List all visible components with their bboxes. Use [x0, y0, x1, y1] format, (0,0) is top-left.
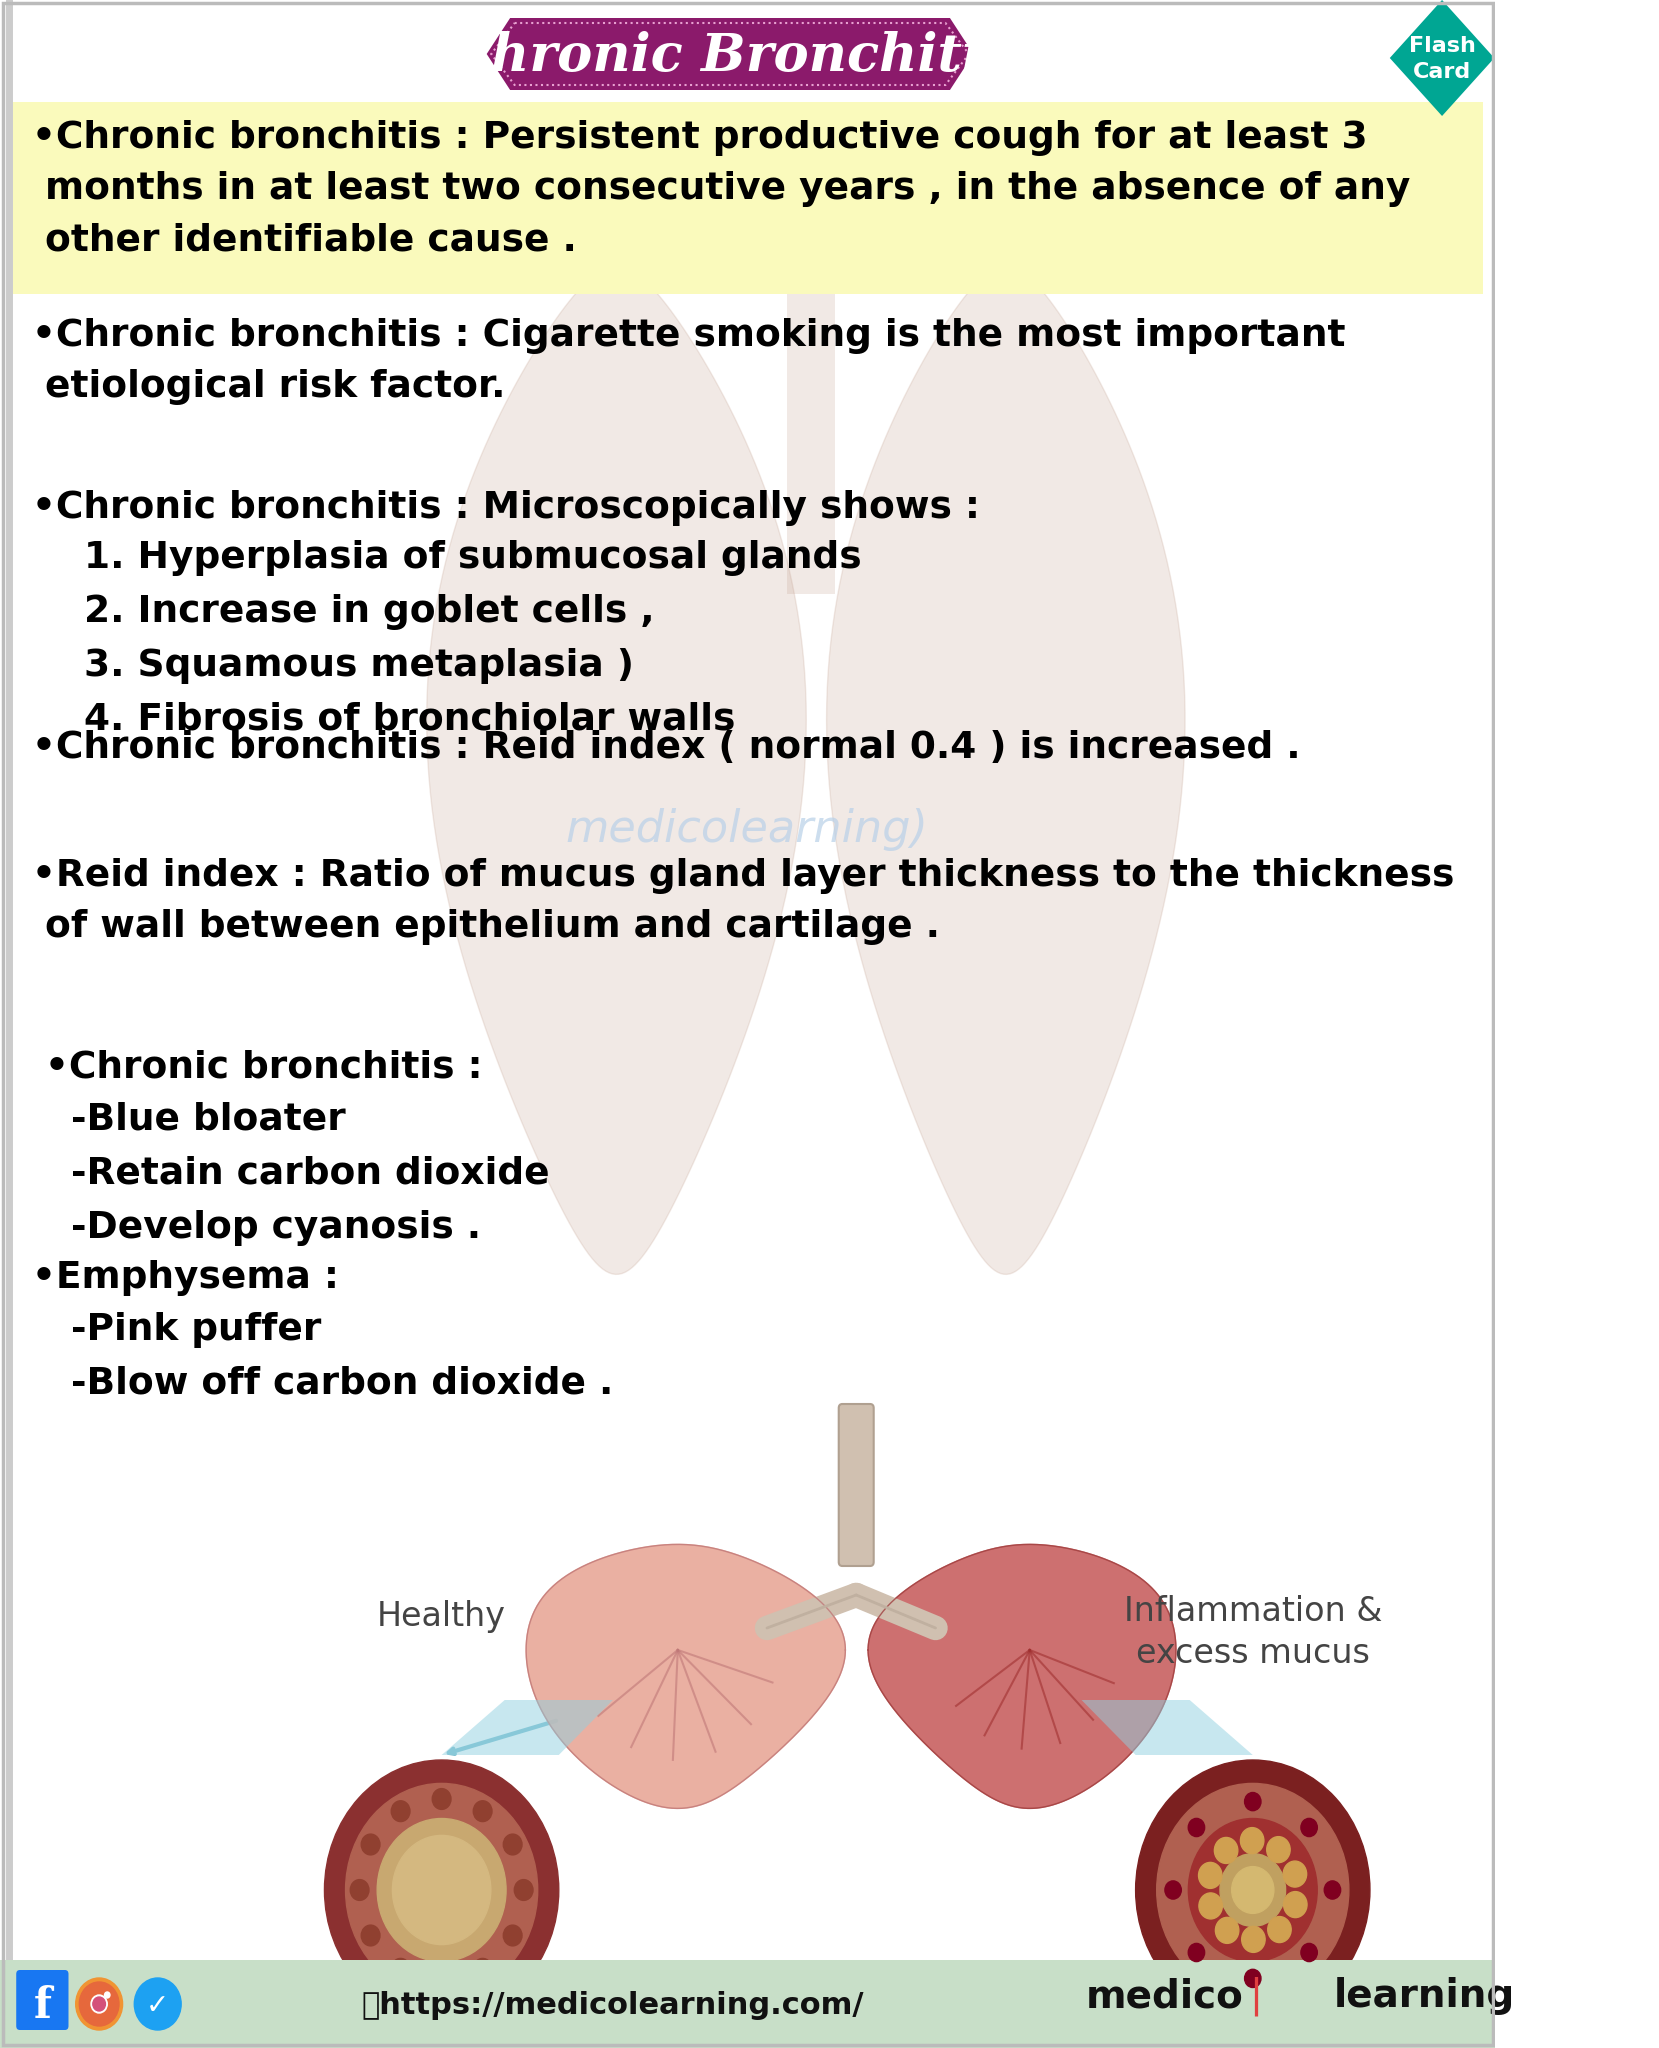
- Text: Flash: Flash: [1408, 37, 1475, 55]
- Text: ⓘhttps://medicolearning.com/: ⓘhttps://medicolearning.com/: [362, 1991, 864, 2021]
- Circle shape: [1136, 1759, 1370, 2019]
- Circle shape: [1267, 1837, 1291, 1862]
- Circle shape: [1165, 1880, 1181, 1898]
- Polygon shape: [1082, 1700, 1253, 1755]
- Text: •Chronic bronchitis : Reid index ( normal 0.4 ) is increased .: •Chronic bronchitis : Reid index ( norma…: [32, 729, 1301, 766]
- Circle shape: [433, 1970, 451, 1991]
- Polygon shape: [526, 1544, 846, 1808]
- Circle shape: [1219, 1853, 1286, 1927]
- Circle shape: [350, 1880, 368, 1901]
- Circle shape: [91, 1995, 108, 2013]
- Circle shape: [1188, 1819, 1204, 1837]
- Text: 1. Hyperplasia of submucosal glands: 1. Hyperplasia of submucosal glands: [32, 541, 861, 575]
- Circle shape: [1241, 1827, 1264, 1853]
- Polygon shape: [441, 1700, 612, 1755]
- Circle shape: [377, 1819, 506, 1962]
- Text: Chronic Bronchitis: Chronic Bronchitis: [448, 31, 1012, 82]
- Text: •Chronic bronchitis :: •Chronic bronchitis :: [32, 1051, 483, 1085]
- Circle shape: [1216, 1917, 1239, 1944]
- Circle shape: [83, 1987, 116, 2021]
- Circle shape: [473, 1800, 493, 1821]
- Circle shape: [105, 1993, 109, 1999]
- Circle shape: [1231, 1866, 1274, 1913]
- Circle shape: [1198, 1862, 1223, 1888]
- Circle shape: [1301, 1944, 1317, 1962]
- Circle shape: [1156, 1784, 1349, 1997]
- Text: •Chronic bronchitis : Microscopically shows :: •Chronic bronchitis : Microscopically sh…: [32, 489, 979, 526]
- Text: ✓: ✓: [146, 1993, 169, 2019]
- Circle shape: [93, 1997, 106, 2011]
- Text: medico: medico: [1087, 1976, 1244, 2015]
- Text: •Reid index : Ratio of mucus gland layer thickness to the thickness
 of wall bet: •Reid index : Ratio of mucus gland layer…: [32, 858, 1453, 946]
- Circle shape: [1241, 1927, 1266, 1952]
- FancyBboxPatch shape: [0, 0, 1495, 2048]
- Text: 3. Squamous metaplasia ): 3. Squamous metaplasia ): [32, 647, 634, 684]
- Circle shape: [393, 1835, 491, 1946]
- Text: Inflammation &
excess mucus: Inflammation & excess mucus: [1123, 1595, 1382, 1669]
- Text: f: f: [33, 1985, 51, 2028]
- Circle shape: [433, 1788, 451, 1808]
- Circle shape: [76, 1978, 123, 2030]
- Circle shape: [90, 1995, 108, 2013]
- Text: Card: Card: [1413, 61, 1472, 82]
- Circle shape: [1244, 1970, 1261, 1987]
- Circle shape: [514, 1880, 533, 1901]
- Polygon shape: [426, 266, 806, 1274]
- Text: 4. Fibrosis of bronchiolar walls: 4. Fibrosis of bronchiolar walls: [32, 702, 735, 737]
- Polygon shape: [1390, 0, 1495, 117]
- FancyBboxPatch shape: [786, 270, 836, 594]
- Text: -Develop cyanosis .: -Develop cyanosis .: [32, 1210, 481, 1245]
- Circle shape: [392, 1800, 410, 1821]
- Circle shape: [362, 1925, 380, 1946]
- Circle shape: [1267, 1917, 1291, 1944]
- Polygon shape: [826, 266, 1185, 1274]
- FancyBboxPatch shape: [0, 1960, 1495, 2048]
- Circle shape: [1244, 1792, 1261, 1810]
- Text: -Retain carbon dioxide: -Retain carbon dioxide: [32, 1155, 549, 1192]
- Text: •Chronic bronchitis : Cigarette smoking is the most important
 etiological risk : •Chronic bronchitis : Cigarette smoking …: [32, 317, 1345, 406]
- FancyBboxPatch shape: [839, 1405, 874, 1567]
- Circle shape: [1188, 1944, 1204, 1962]
- Text: -Pink puffer: -Pink puffer: [32, 1313, 320, 1348]
- Circle shape: [134, 1978, 181, 2030]
- Text: •Emphysema :: •Emphysema :: [32, 1260, 338, 1296]
- Text: 2. Increase in goblet cells ,: 2. Increase in goblet cells ,: [32, 594, 654, 631]
- Circle shape: [1324, 1880, 1340, 1898]
- Circle shape: [86, 1991, 111, 2017]
- Text: medicolearning): medicolearning): [566, 809, 929, 852]
- Circle shape: [325, 1759, 559, 2019]
- Circle shape: [1199, 1892, 1223, 1919]
- Text: -Blue bloater: -Blue bloater: [32, 1102, 345, 1139]
- Text: |: |: [1249, 1976, 1262, 2015]
- Circle shape: [1282, 1862, 1307, 1886]
- Text: •Chronic bronchitis : Persistent productive cough for at least 3
 months in at l: •Chronic bronchitis : Persistent product…: [32, 121, 1410, 258]
- Circle shape: [1284, 1892, 1307, 1917]
- Circle shape: [80, 1982, 119, 2025]
- Text: -Blow off carbon dioxide .: -Blow off carbon dioxide .: [32, 1366, 612, 1403]
- Polygon shape: [868, 1544, 1176, 1808]
- Circle shape: [345, 1784, 538, 1997]
- Polygon shape: [486, 18, 974, 90]
- Circle shape: [1301, 1819, 1317, 1837]
- Circle shape: [473, 1958, 493, 1978]
- Text: Healthy: Healthy: [377, 1599, 506, 1632]
- Circle shape: [1214, 1837, 1238, 1864]
- Circle shape: [1188, 1819, 1317, 1962]
- Circle shape: [392, 1958, 410, 1978]
- FancyBboxPatch shape: [17, 1970, 68, 2030]
- Circle shape: [86, 1991, 111, 2017]
- FancyBboxPatch shape: [13, 102, 1483, 295]
- Circle shape: [503, 1835, 523, 1855]
- Circle shape: [503, 1925, 523, 1946]
- Circle shape: [362, 1835, 380, 1855]
- Text: learning: learning: [1334, 1976, 1515, 2015]
